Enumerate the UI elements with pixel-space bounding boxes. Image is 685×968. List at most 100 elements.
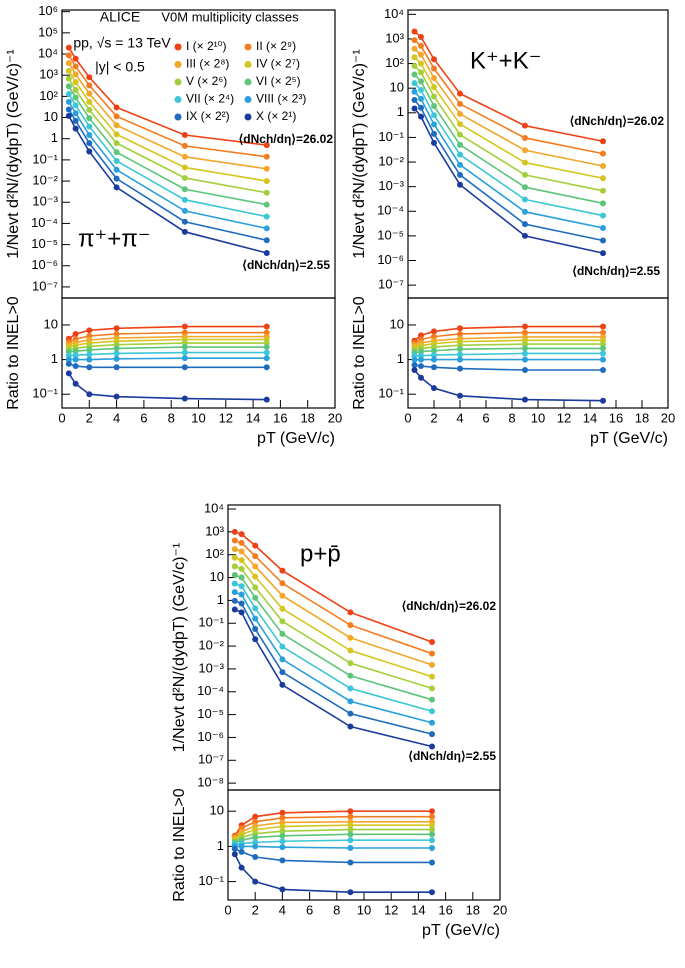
data-point xyxy=(72,330,79,337)
data-point xyxy=(231,580,238,587)
data-point xyxy=(411,97,418,104)
data-point xyxy=(411,361,418,368)
data-point xyxy=(457,392,463,399)
y-axis-label: 1/Nevt d²N/(dydpT) (GeV/c)⁻¹ xyxy=(171,543,188,752)
x-tick-label: 20 xyxy=(493,902,507,917)
y-tick-label: 1 xyxy=(51,351,58,366)
data-point xyxy=(429,743,435,750)
data-point xyxy=(113,325,120,332)
data-point xyxy=(418,78,424,85)
data-point xyxy=(431,93,437,100)
data-point xyxy=(65,98,72,105)
data-point xyxy=(72,94,79,101)
data-point xyxy=(86,148,93,155)
data-point xyxy=(429,673,435,680)
data-point xyxy=(522,350,528,357)
data-point xyxy=(429,708,435,715)
particle-label: K⁺+K⁻ xyxy=(470,47,541,74)
y-tick-label: 10³ xyxy=(39,67,58,82)
data-point xyxy=(72,102,79,109)
data-point xyxy=(431,139,437,146)
data-point xyxy=(457,346,463,353)
y-tick-label: 10⁻⁵ xyxy=(197,706,224,721)
data-point xyxy=(231,546,238,553)
x-axis-label: pT (GeV/c) xyxy=(422,922,500,939)
data-point xyxy=(238,557,245,564)
data-point xyxy=(457,365,463,372)
data-point xyxy=(181,349,188,356)
data-point xyxy=(411,71,418,78)
data-point xyxy=(418,374,424,381)
data-point xyxy=(418,363,424,370)
data-point xyxy=(72,63,79,70)
y-tick-label: 1 xyxy=(397,351,404,366)
data-point xyxy=(429,639,435,646)
data-point xyxy=(411,80,418,87)
data-point xyxy=(113,350,120,357)
data-point xyxy=(279,630,286,637)
y-axis-label: Ratio to INEL>0 xyxy=(171,788,188,902)
data-point xyxy=(347,822,354,829)
y-tick-label: 10⁻¹ xyxy=(198,873,224,888)
data-point xyxy=(418,87,424,94)
x-tick-label: 0 xyxy=(58,410,65,425)
data-point xyxy=(231,851,238,858)
data-point xyxy=(431,385,437,392)
data-point xyxy=(252,625,259,632)
data-point xyxy=(347,889,354,896)
multiplicity-low-label: ⟨dNch/dη⟩=2.55 xyxy=(242,258,330,272)
data-point xyxy=(429,859,435,866)
legend-marker xyxy=(174,78,182,86)
data-point xyxy=(411,367,418,374)
y-tick-label: 10⁻⁵ xyxy=(31,236,58,251)
plot-frame xyxy=(227,504,501,791)
data-point xyxy=(252,853,259,860)
data-point xyxy=(279,669,286,676)
data-point xyxy=(411,37,418,44)
data-point xyxy=(113,122,120,129)
legend-marker xyxy=(244,113,252,121)
data-point xyxy=(252,542,259,549)
legend-title: V0M multiplicity classes xyxy=(161,9,299,24)
x-tick-label: 14 xyxy=(583,410,597,425)
data-point xyxy=(65,75,72,82)
y-tick-label: 10² xyxy=(205,546,224,561)
data-point xyxy=(86,356,93,363)
data-point xyxy=(279,567,286,574)
data-point xyxy=(522,196,528,203)
y-tick-label: 1 xyxy=(397,104,404,119)
data-point xyxy=(457,181,463,188)
data-point xyxy=(522,232,528,239)
data-point xyxy=(418,95,424,102)
data-point xyxy=(86,115,93,122)
data-point xyxy=(429,837,435,844)
y-tick-label: 10 xyxy=(44,316,58,331)
data-point xyxy=(263,225,270,232)
data-point xyxy=(457,121,463,128)
data-point xyxy=(522,171,528,178)
data-point xyxy=(429,731,435,738)
data-point xyxy=(522,184,528,191)
y-tick-label: 10⁻⁷ xyxy=(198,752,224,767)
x-tick-label: 20 xyxy=(661,410,675,425)
series-line xyxy=(68,342,267,350)
data-point xyxy=(522,367,528,374)
data-point xyxy=(429,826,435,833)
data-point xyxy=(263,364,270,371)
data-point xyxy=(252,573,259,580)
data-point xyxy=(65,356,72,363)
y-tick-label: 10⁻⁴ xyxy=(197,683,224,698)
data-point xyxy=(418,332,424,339)
x-tick-label: 18 xyxy=(466,902,480,917)
data-point xyxy=(347,698,354,705)
data-point xyxy=(72,86,79,93)
data-point xyxy=(65,44,72,51)
data-point xyxy=(522,356,528,363)
data-point xyxy=(431,74,437,81)
data-point xyxy=(113,157,120,164)
data-point xyxy=(279,832,286,839)
y-tick-label: 10 xyxy=(210,803,224,818)
data-point xyxy=(431,56,437,63)
data-point xyxy=(429,845,435,852)
